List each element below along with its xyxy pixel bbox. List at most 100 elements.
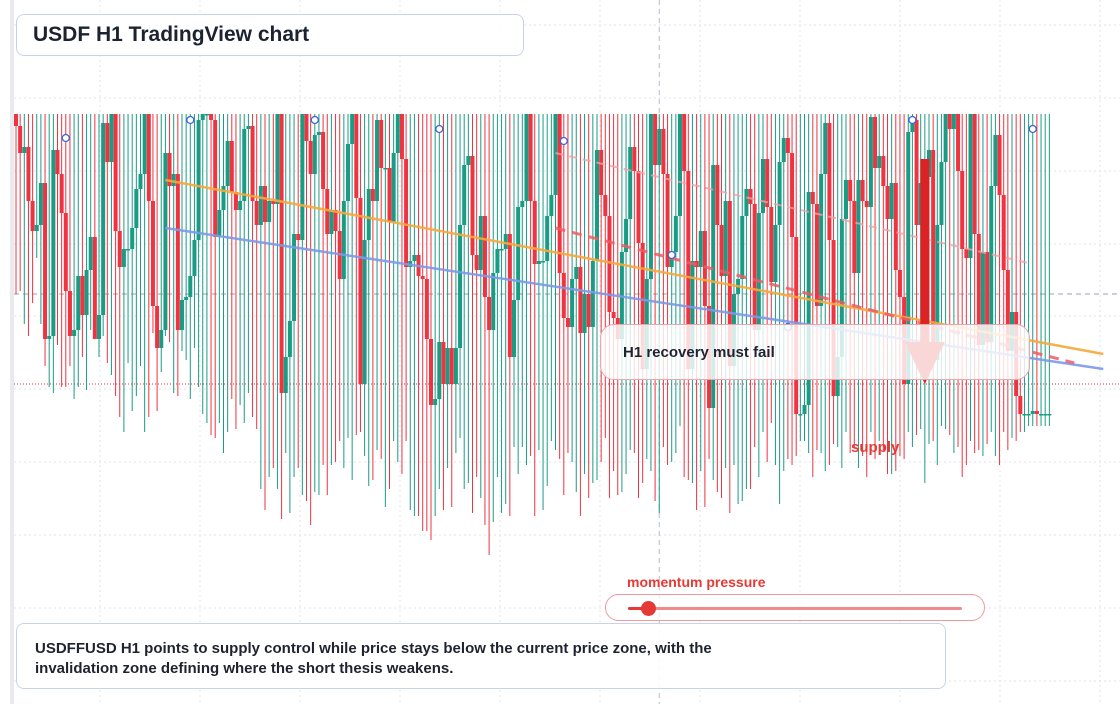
- bullish-candle: [412, 255, 417, 261]
- bearish-candle: [964, 249, 969, 258]
- swing-marker: [667, 250, 676, 260]
- momentum-slider[interactable]: [605, 594, 985, 621]
- bullish-candle: [134, 189, 139, 228]
- bullish-candle: [51, 150, 56, 336]
- bearish-candle: [333, 210, 338, 231]
- bullish-candle: [88, 237, 93, 270]
- bullish-candle: [171, 174, 176, 186]
- bullish-candle: [980, 252, 985, 345]
- bullish-candle: [690, 261, 695, 369]
- bearish-candle: [586, 294, 591, 327]
- bearish-candle: [1001, 195, 1006, 270]
- bearish-candle: [117, 231, 122, 267]
- bearish-candle: [947, 114, 952, 129]
- bearish-candle: [831, 240, 836, 396]
- bullish-candle: [76, 276, 81, 330]
- bullish-candle: [657, 129, 662, 165]
- bearish-candle: [213, 120, 218, 237]
- bullish-candle: [225, 141, 230, 186]
- bullish-candle: [350, 114, 355, 144]
- bullish-candle: [283, 357, 288, 393]
- bullish-candle: [856, 180, 861, 273]
- bearish-candle: [507, 234, 512, 357]
- bullish-candle: [362, 240, 367, 384]
- bullish-candle: [130, 228, 135, 249]
- bullish-candle: [989, 186, 994, 342]
- bullish-candle: [1022, 414, 1027, 416]
- bullish-candle: [275, 114, 280, 204]
- bullish-candle: [466, 156, 471, 165]
- bearish-candle: [665, 174, 670, 267]
- bearish-candle: [263, 186, 267, 222]
- swing-marker: [1028, 124, 1037, 134]
- bearish-candle: [715, 165, 720, 225]
- bearish-candle: [482, 216, 487, 297]
- bullish-candle: [499, 249, 504, 251]
- bullish-candle: [773, 225, 778, 282]
- bearish-candle: [960, 171, 965, 249]
- bullish-candle: [624, 219, 629, 252]
- trendline-pink-dash: [555, 152, 1033, 265]
- bullish-candle: [204, 114, 209, 116]
- bullish-candle: [238, 201, 243, 210]
- swing-marker: [61, 133, 70, 143]
- bearish-candle: [279, 114, 284, 393]
- bullish-candle: [711, 165, 716, 408]
- bullish-candle: [188, 276, 193, 297]
- bullish-candle: [22, 147, 27, 153]
- bullish-candle: [844, 180, 848, 219]
- bullish-candle: [462, 165, 467, 225]
- bullish-candle: [1030, 411, 1035, 414]
- bullish-candle: [823, 123, 828, 174]
- bearish-candle: [661, 129, 666, 174]
- bullish-candle: [221, 186, 226, 210]
- bearish-candle: [702, 231, 707, 306]
- bearish-candle: [1005, 270, 1010, 351]
- bullish-candle: [453, 348, 458, 384]
- bullish-candle: [698, 231, 703, 267]
- bullish-candle: [868, 117, 873, 207]
- bearish-candle: [271, 201, 276, 204]
- price-scale-strip: [10, 0, 14, 704]
- bullish-candle: [217, 210, 222, 237]
- bearish-candle: [254, 201, 259, 225]
- bearish-candle: [175, 174, 180, 330]
- bullish-candle: [524, 114, 529, 201]
- bullish-candle: [495, 249, 500, 273]
- bullish-candle: [1026, 414, 1031, 416]
- bearish-candle: [296, 234, 301, 240]
- bearish-candle: [599, 150, 604, 195]
- bearish-candle: [686, 171, 691, 369]
- bearish-candle: [155, 306, 160, 348]
- bearish-candle: [59, 174, 64, 213]
- bullish-candle: [723, 201, 728, 276]
- bullish-candle: [512, 300, 516, 357]
- bullish-candle: [47, 336, 52, 339]
- bullish-candle: [839, 219, 844, 357]
- bearish-candle: [611, 312, 616, 318]
- bearish-candle: [976, 234, 981, 345]
- bullish-candle: [445, 348, 450, 384]
- bullish-candle: [744, 189, 749, 216]
- bearish-candle: [370, 189, 375, 201]
- bearish-candle: [474, 255, 479, 270]
- bearish-candle: [146, 114, 151, 201]
- bullish-candle: [993, 135, 998, 186]
- bullish-candle: [740, 216, 745, 279]
- bearish-candle: [55, 150, 60, 174]
- swing-marker: [186, 115, 195, 125]
- bullish-candle: [200, 114, 205, 120]
- bullish-candle: [196, 120, 201, 240]
- bearish-candle: [864, 201, 869, 207]
- bearish-candle: [92, 237, 97, 339]
- bullish-candle: [595, 150, 599, 261]
- momentum-knob[interactable]: [641, 601, 657, 616]
- bearish-candle: [985, 252, 990, 342]
- bullish-candle: [163, 153, 168, 330]
- bearish-candle: [229, 141, 234, 192]
- momentum-fill: [628, 607, 649, 610]
- recovery-callout: H1 recovery must fail: [600, 324, 1030, 380]
- bearish-candle: [358, 198, 363, 384]
- bullish-candle: [346, 144, 350, 201]
